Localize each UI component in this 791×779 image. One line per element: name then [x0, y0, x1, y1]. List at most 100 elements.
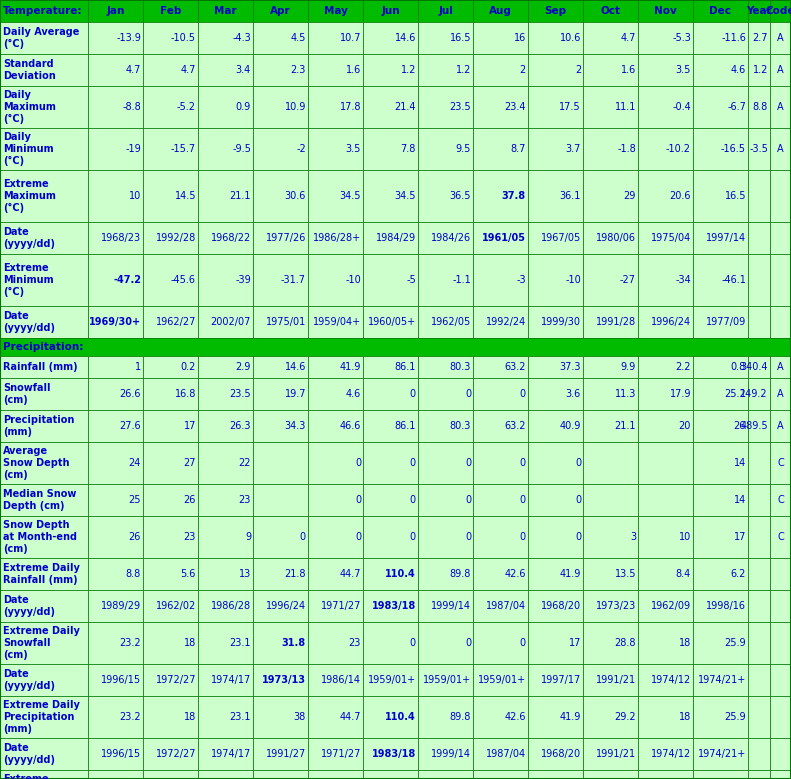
- Text: 1986/28: 1986/28: [211, 601, 251, 611]
- Bar: [363, 664, 418, 696]
- Text: 23: 23: [184, 532, 196, 542]
- Bar: [253, 22, 308, 54]
- Bar: [583, 696, 638, 738]
- Text: 1983/18: 1983/18: [372, 601, 416, 611]
- Bar: [418, 770, 473, 779]
- Bar: [770, 442, 791, 484]
- Bar: [528, 696, 583, 738]
- Text: 1977/26: 1977/26: [266, 233, 306, 243]
- Text: 34.5: 34.5: [395, 191, 416, 201]
- Bar: [88, 54, 143, 86]
- Text: 1997/17: 1997/17: [541, 675, 581, 685]
- Text: 1972/27: 1972/27: [156, 749, 196, 759]
- Text: 1980/06: 1980/06: [596, 233, 636, 243]
- Bar: [418, 356, 473, 378]
- Text: Date
(yyyy/dd): Date (yyyy/dd): [3, 311, 55, 333]
- Bar: [583, 22, 638, 54]
- Bar: [143, 86, 198, 128]
- Bar: [638, 22, 693, 54]
- Text: 20.6: 20.6: [669, 191, 691, 201]
- Bar: [473, 86, 528, 128]
- Bar: [253, 254, 308, 306]
- Text: 4.5: 4.5: [290, 33, 306, 43]
- Text: 1984/29: 1984/29: [376, 233, 416, 243]
- Bar: [770, 410, 791, 442]
- Text: 21.4: 21.4: [395, 102, 416, 112]
- Text: 24: 24: [129, 458, 141, 468]
- Text: A: A: [778, 421, 784, 431]
- Text: 14.6: 14.6: [285, 362, 306, 372]
- Bar: [143, 170, 198, 222]
- Bar: [88, 558, 143, 590]
- Bar: [198, 442, 253, 484]
- Bar: [418, 558, 473, 590]
- Text: 9.5: 9.5: [456, 144, 471, 154]
- Bar: [770, 696, 791, 738]
- Bar: [693, 738, 748, 770]
- Bar: [0, 356, 88, 378]
- Bar: [143, 0, 198, 22]
- Bar: [363, 410, 418, 442]
- Text: 1.2: 1.2: [456, 65, 471, 75]
- Text: -11.6: -11.6: [721, 33, 746, 43]
- Text: 1968/22: 1968/22: [210, 233, 251, 243]
- Bar: [693, 442, 748, 484]
- Text: 1968/23: 1968/23: [101, 233, 141, 243]
- Bar: [693, 54, 748, 86]
- Text: 41.9: 41.9: [559, 712, 581, 722]
- Text: 149.2: 149.2: [740, 389, 768, 399]
- Text: 16.5: 16.5: [449, 33, 471, 43]
- Text: Daily
Minimum
(°C): Daily Minimum (°C): [3, 132, 54, 166]
- Text: 1.2: 1.2: [400, 65, 416, 75]
- Text: 19.7: 19.7: [285, 389, 306, 399]
- Bar: [0, 0, 88, 22]
- Bar: [253, 410, 308, 442]
- Text: Dec: Dec: [710, 6, 732, 16]
- Text: -13.9: -13.9: [116, 33, 141, 43]
- Text: 21.8: 21.8: [285, 569, 306, 579]
- Bar: [363, 254, 418, 306]
- Text: 7.8: 7.8: [400, 144, 416, 154]
- Text: -6.7: -6.7: [727, 102, 746, 112]
- Bar: [638, 254, 693, 306]
- Bar: [308, 770, 363, 779]
- Text: 0: 0: [465, 495, 471, 505]
- Bar: [418, 664, 473, 696]
- Bar: [638, 410, 693, 442]
- Text: 8.7: 8.7: [511, 144, 526, 154]
- Text: 25.9: 25.9: [725, 638, 746, 648]
- Bar: [770, 54, 791, 86]
- Bar: [143, 306, 198, 338]
- Text: 1984/26: 1984/26: [431, 233, 471, 243]
- Bar: [198, 664, 253, 696]
- Bar: [583, 410, 638, 442]
- Text: 34.3: 34.3: [285, 421, 306, 431]
- Bar: [88, 622, 143, 664]
- Bar: [473, 356, 528, 378]
- Bar: [583, 306, 638, 338]
- Bar: [638, 306, 693, 338]
- Bar: [638, 0, 693, 22]
- Text: 1992/24: 1992/24: [486, 317, 526, 327]
- Bar: [0, 516, 88, 558]
- Text: Nov: Nov: [654, 6, 677, 16]
- Bar: [253, 590, 308, 622]
- Text: 3.6: 3.6: [566, 389, 581, 399]
- Text: -8.8: -8.8: [123, 102, 141, 112]
- Bar: [528, 170, 583, 222]
- Bar: [748, 770, 770, 779]
- Text: 0: 0: [520, 638, 526, 648]
- Text: 0: 0: [410, 389, 416, 399]
- Bar: [253, 128, 308, 170]
- Text: 1987/04: 1987/04: [486, 601, 526, 611]
- Text: 4.6: 4.6: [346, 389, 361, 399]
- Bar: [473, 738, 528, 770]
- Text: 26: 26: [129, 532, 141, 542]
- Text: -47.2: -47.2: [113, 275, 141, 285]
- Bar: [693, 696, 748, 738]
- Bar: [0, 22, 88, 54]
- Text: 14: 14: [734, 495, 746, 505]
- Text: A: A: [778, 144, 784, 154]
- Bar: [583, 86, 638, 128]
- Bar: [418, 516, 473, 558]
